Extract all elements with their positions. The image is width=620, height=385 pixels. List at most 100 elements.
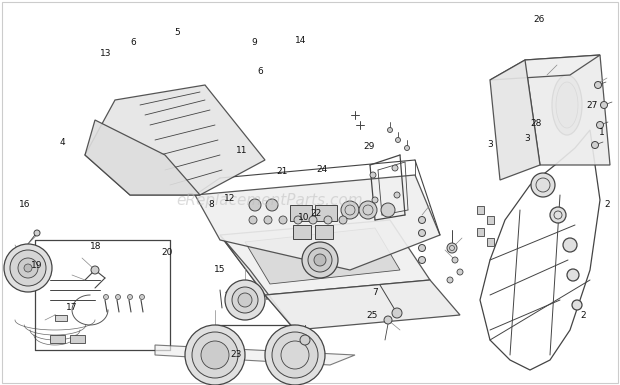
Circle shape — [34, 230, 40, 236]
Circle shape — [418, 229, 425, 236]
Ellipse shape — [552, 75, 582, 135]
Circle shape — [372, 197, 378, 203]
Polygon shape — [220, 235, 295, 330]
Bar — [487, 238, 494, 246]
Circle shape — [4, 244, 52, 292]
Text: 17: 17 — [66, 303, 77, 313]
Text: 27: 27 — [587, 101, 598, 110]
Text: 11: 11 — [236, 146, 247, 155]
Bar — [55, 315, 67, 321]
Polygon shape — [85, 85, 265, 195]
Circle shape — [392, 165, 398, 171]
Bar — [315, 205, 337, 221]
Circle shape — [272, 332, 318, 378]
Text: 24: 24 — [317, 165, 328, 174]
Circle shape — [447, 277, 453, 283]
Polygon shape — [245, 228, 400, 284]
Circle shape — [201, 341, 229, 369]
Circle shape — [388, 127, 392, 132]
Text: 4: 4 — [59, 138, 65, 147]
Circle shape — [308, 248, 332, 272]
Circle shape — [18, 258, 38, 278]
Text: 8: 8 — [208, 199, 214, 209]
Circle shape — [266, 199, 278, 211]
Circle shape — [567, 269, 579, 281]
Text: 19: 19 — [32, 261, 43, 270]
Polygon shape — [85, 120, 200, 195]
Circle shape — [264, 216, 272, 224]
Circle shape — [418, 244, 425, 251]
Polygon shape — [490, 60, 540, 180]
Text: 28: 28 — [531, 119, 542, 128]
Circle shape — [225, 280, 265, 320]
Polygon shape — [525, 55, 610, 165]
Bar — [477, 206, 484, 214]
Circle shape — [128, 295, 133, 300]
Circle shape — [396, 137, 401, 142]
Circle shape — [279, 216, 287, 224]
Circle shape — [457, 269, 463, 275]
Circle shape — [309, 216, 317, 224]
Text: 13: 13 — [100, 49, 111, 59]
Text: 25: 25 — [366, 311, 378, 320]
Circle shape — [140, 295, 144, 300]
Circle shape — [591, 142, 598, 149]
Circle shape — [550, 207, 566, 223]
Circle shape — [601, 102, 608, 109]
Circle shape — [394, 192, 400, 198]
Circle shape — [232, 287, 258, 313]
Circle shape — [381, 203, 395, 217]
Text: 23: 23 — [230, 350, 241, 359]
Circle shape — [418, 256, 425, 263]
Circle shape — [91, 266, 99, 274]
Circle shape — [418, 216, 425, 224]
Text: 5: 5 — [174, 28, 180, 37]
Text: 1: 1 — [598, 128, 604, 137]
Text: 16: 16 — [19, 199, 30, 209]
Text: 20: 20 — [162, 248, 173, 257]
Bar — [315, 225, 333, 239]
Circle shape — [392, 308, 402, 318]
Circle shape — [384, 316, 392, 324]
Text: 6: 6 — [257, 67, 264, 76]
Ellipse shape — [556, 82, 578, 128]
Circle shape — [115, 295, 120, 300]
Circle shape — [294, 216, 302, 224]
Text: 21: 21 — [277, 167, 288, 176]
Circle shape — [192, 332, 238, 378]
Text: 29: 29 — [363, 142, 374, 151]
Circle shape — [24, 264, 32, 272]
Circle shape — [531, 173, 555, 197]
Circle shape — [10, 250, 46, 286]
Text: 3: 3 — [524, 134, 530, 143]
Bar — [293, 225, 311, 239]
Circle shape — [563, 238, 577, 252]
Circle shape — [314, 254, 326, 266]
Circle shape — [341, 201, 359, 219]
Circle shape — [324, 216, 332, 224]
Text: 6: 6 — [130, 38, 136, 47]
Text: 14: 14 — [295, 36, 306, 45]
Bar — [50, 335, 65, 343]
Circle shape — [359, 201, 377, 219]
Text: 2: 2 — [604, 199, 611, 209]
Circle shape — [595, 82, 601, 89]
Bar — [487, 216, 494, 224]
Bar — [290, 205, 312, 221]
Circle shape — [596, 122, 603, 129]
Circle shape — [300, 335, 310, 345]
Circle shape — [302, 242, 338, 278]
Text: 22: 22 — [311, 209, 322, 218]
Polygon shape — [155, 345, 355, 365]
Circle shape — [572, 300, 582, 310]
Text: 10: 10 — [298, 213, 309, 222]
Circle shape — [104, 295, 108, 300]
Circle shape — [452, 257, 458, 263]
Polygon shape — [265, 280, 460, 330]
Circle shape — [238, 293, 252, 307]
Bar — [70, 335, 85, 343]
Circle shape — [249, 216, 257, 224]
Polygon shape — [490, 55, 600, 80]
Polygon shape — [220, 220, 430, 295]
Text: 2: 2 — [580, 311, 586, 320]
